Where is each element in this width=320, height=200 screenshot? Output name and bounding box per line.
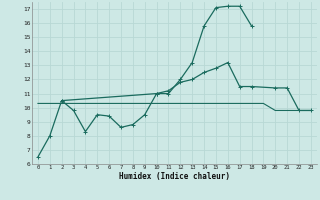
X-axis label: Humidex (Indice chaleur): Humidex (Indice chaleur): [119, 172, 230, 181]
